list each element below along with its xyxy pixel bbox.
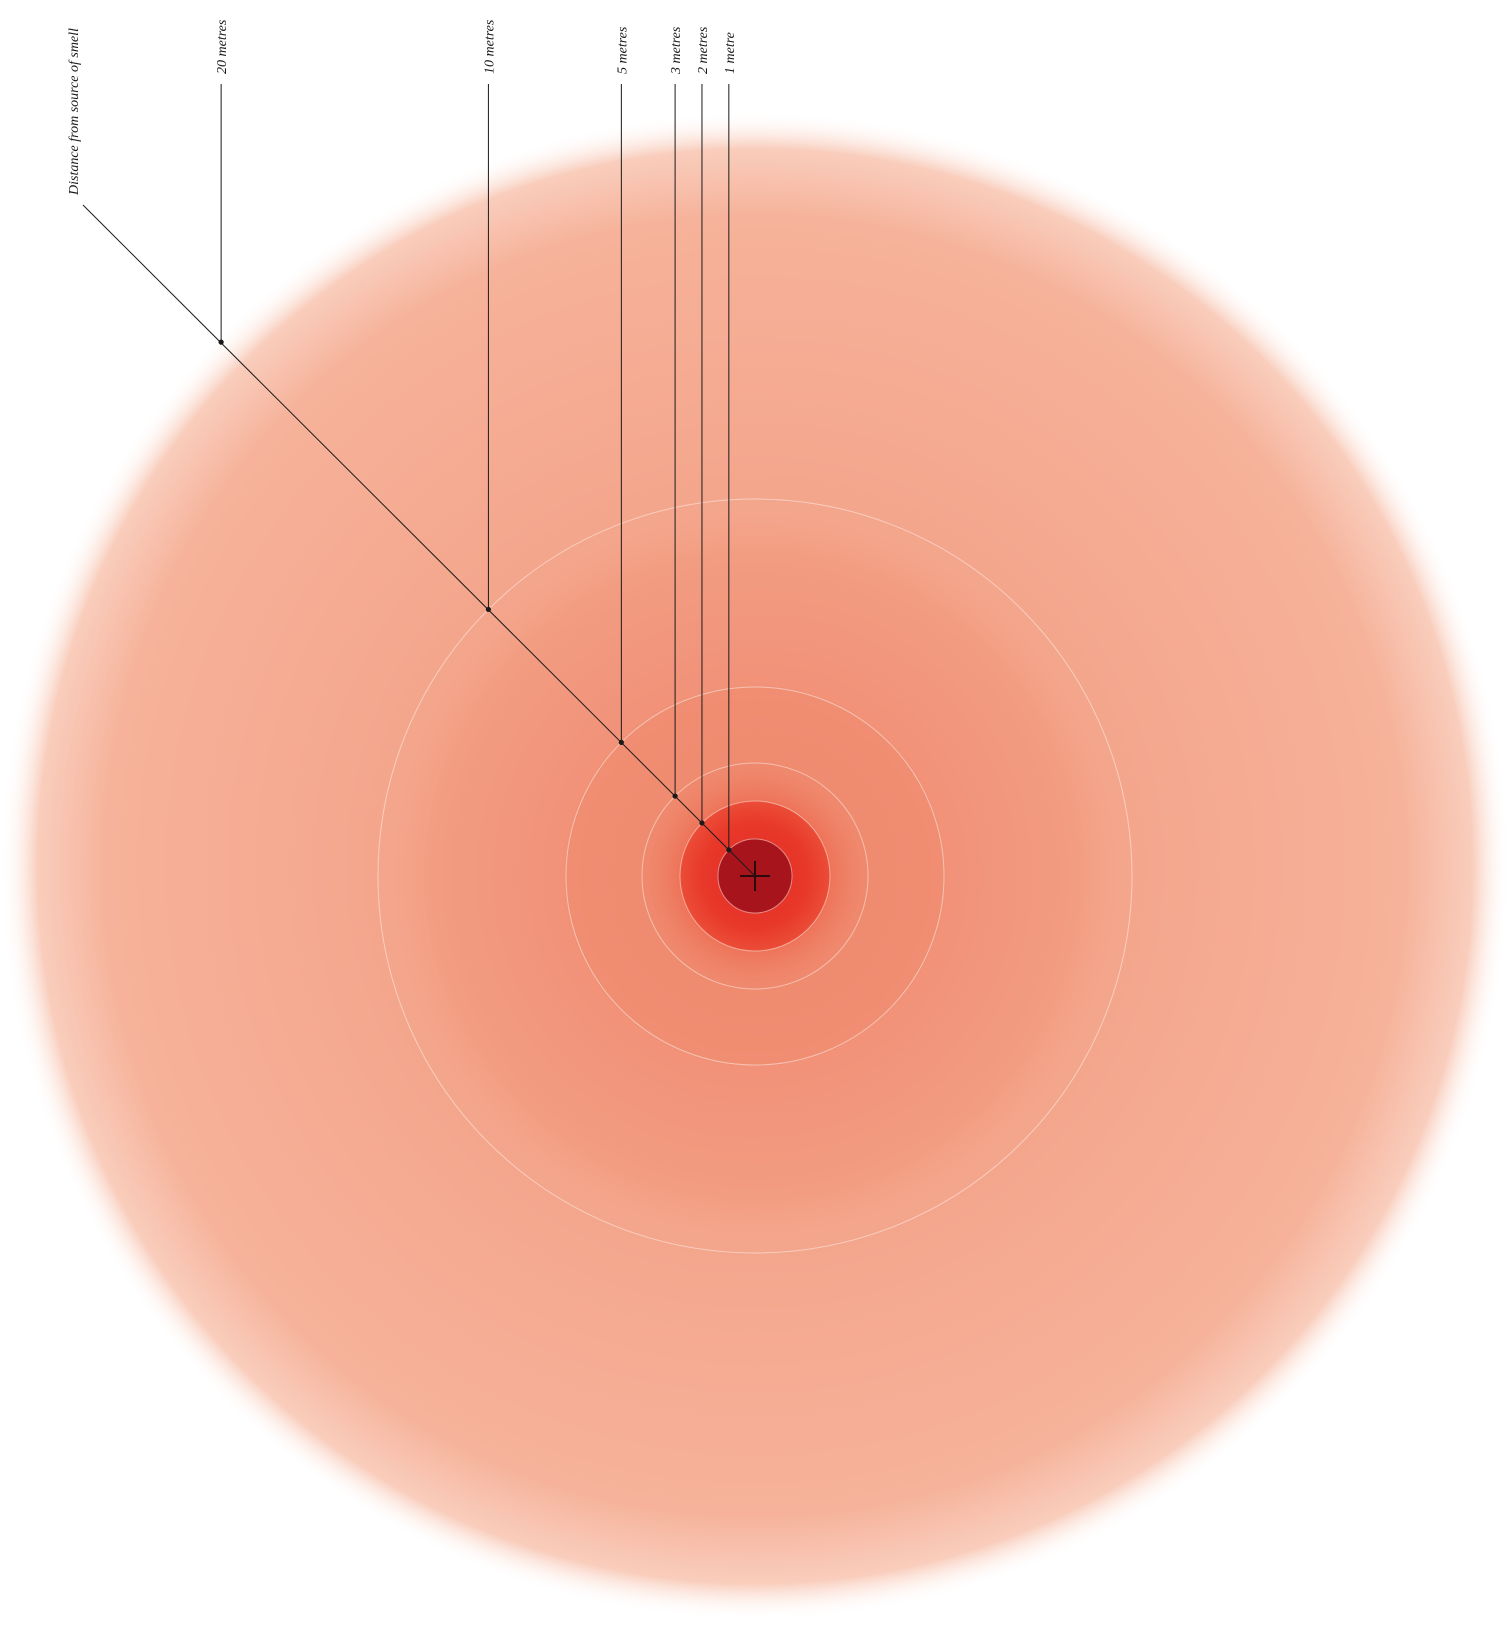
ring-1m xyxy=(717,838,793,914)
distance-labels: 1 metre 2 metres 3 metres 5 metres 10 metres… xyxy=(215,19,738,75)
label-1m: 1 metre xyxy=(723,32,738,74)
diagram-title: Distance from source of smell xyxy=(67,28,82,196)
ring-3m xyxy=(641,762,869,990)
label-10m: 10 metres xyxy=(482,19,497,74)
source-crosshair-icon xyxy=(740,861,770,891)
leader-dot-3m xyxy=(672,793,678,799)
leader-dot-5m xyxy=(618,739,624,745)
label-5m: 5 metres xyxy=(615,26,630,74)
leader-dot-20m xyxy=(218,339,224,345)
leader-dot-1m xyxy=(726,847,732,853)
leader-dot-2m xyxy=(699,820,705,826)
leader-dot-10m xyxy=(485,606,492,613)
label-20m: 20 metres xyxy=(215,19,230,74)
main-diagonal-leader xyxy=(82,204,756,877)
distance-rings xyxy=(377,498,1133,1254)
leader-lines xyxy=(82,84,756,877)
label-2m: 2 metres xyxy=(696,26,711,74)
ring-5m xyxy=(565,686,945,1066)
label-3m: 3 metres xyxy=(669,26,684,75)
ring-2m xyxy=(679,800,831,952)
ring-10m xyxy=(377,498,1133,1254)
